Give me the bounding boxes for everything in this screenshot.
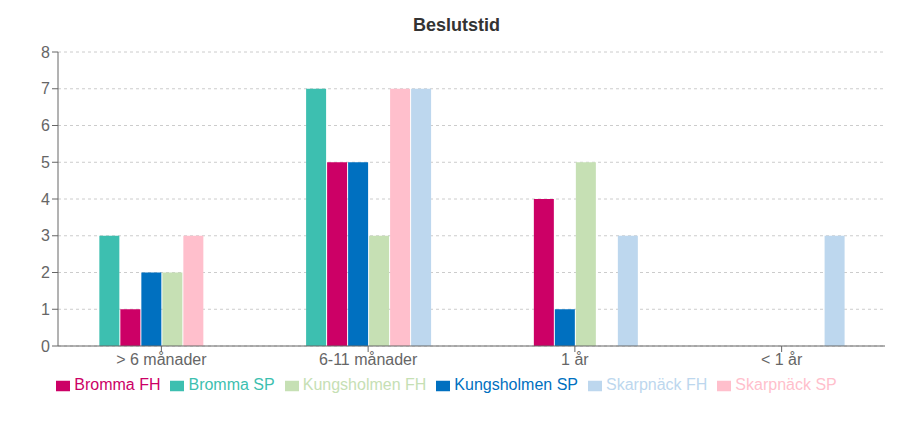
svg-text:8: 8 [41, 44, 50, 61]
html-text:Beslutstid: Beslutstid [413, 15, 500, 35]
svg-text:1 år: 1 år [561, 351, 589, 368]
html-text:Skarpnäck FH: Skarpnäck FH [606, 376, 708, 393]
svg-text:5: 5 [41, 154, 50, 171]
svg-text:< 1 år: < 1 år [761, 351, 803, 368]
svg-text:> 6 månader: > 6 månader [116, 351, 207, 368]
html-text:Skarpnäck SP: Skarpnäck SP [735, 376, 837, 393]
svg-text:2: 2 [41, 264, 50, 281]
svg-text:7: 7 [41, 80, 50, 97]
svg-text:0: 0 [41, 338, 50, 355]
svg-text:4: 4 [41, 191, 50, 208]
html-text:Bromma SP: Bromma SP [188, 376, 275, 393]
svg-text:6: 6 [41, 117, 50, 134]
svg-text:3: 3 [41, 227, 50, 244]
svg-text:6-11 månader: 6-11 månader [319, 351, 418, 368]
html-text:Kungsholmen SP: Kungsholmen SP [454, 376, 578, 393]
html-text:Kungsholmen FH: Kungsholmen FH [302, 376, 427, 393]
svg-text:1: 1 [41, 301, 50, 318]
html-text:Bromma FH: Bromma FH [74, 376, 161, 393]
